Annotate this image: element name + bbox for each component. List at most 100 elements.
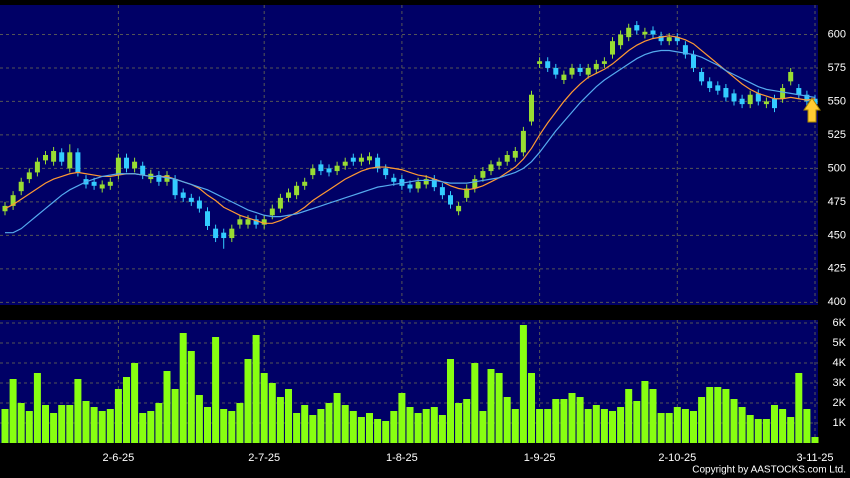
volume-bar bbox=[795, 373, 803, 443]
candle-body bbox=[772, 98, 777, 109]
volume-bar bbox=[98, 411, 106, 443]
candle-body bbox=[439, 187, 445, 196]
candle-body bbox=[496, 161, 502, 166]
x-tick-label: 1-9-25 bbox=[524, 452, 556, 464]
candle-body bbox=[180, 192, 186, 198]
candle-body bbox=[140, 165, 146, 176]
candle-body bbox=[763, 101, 769, 105]
volume-bar bbox=[341, 405, 349, 443]
candle-body bbox=[537, 61, 543, 64]
volume-bar bbox=[714, 387, 722, 443]
candle-body bbox=[520, 130, 526, 153]
labels: 400 425 450 475 500 525 550 575 600 1K 2K 3K 4K 5K 6K 2… bbox=[103, 28, 847, 464]
volume-bar bbox=[252, 335, 260, 443]
volume-bar bbox=[633, 401, 641, 443]
volume-bar bbox=[244, 359, 252, 443]
volume-bar bbox=[754, 419, 762, 443]
candle-body bbox=[577, 67, 583, 72]
volume-bar bbox=[641, 381, 649, 443]
volume-bar bbox=[163, 371, 171, 443]
volume-bar bbox=[106, 409, 114, 443]
volume-bar bbox=[406, 407, 414, 443]
candle-body bbox=[172, 179, 178, 196]
candle-body bbox=[107, 181, 113, 186]
candle-body bbox=[788, 71, 794, 82]
candle-body bbox=[67, 152, 73, 169]
volume-bar bbox=[187, 351, 195, 443]
candle-body bbox=[626, 27, 632, 38]
candle-body bbox=[318, 164, 324, 172]
candle-body bbox=[245, 219, 251, 225]
volume-bar bbox=[779, 409, 787, 443]
volume-bar bbox=[171, 389, 179, 443]
volume-bar bbox=[617, 407, 625, 443]
candle-body bbox=[350, 157, 356, 162]
volume-bar bbox=[746, 415, 754, 443]
volume-bar bbox=[738, 407, 746, 443]
candle-body bbox=[415, 181, 421, 189]
candle-body bbox=[658, 35, 664, 42]
volume-bar bbox=[438, 415, 446, 443]
volume-bar bbox=[357, 417, 365, 443]
candle-body bbox=[286, 192, 291, 198]
candle-body bbox=[302, 181, 308, 186]
candle-body bbox=[213, 228, 219, 239]
volume-bar bbox=[268, 383, 276, 443]
volume-bar bbox=[139, 413, 147, 443]
volume-bar bbox=[592, 405, 600, 443]
volume-bar bbox=[50, 413, 58, 443]
candle-body bbox=[26, 172, 32, 180]
volume-bar bbox=[293, 413, 301, 443]
volume-bar bbox=[123, 377, 130, 443]
volume-bar bbox=[220, 409, 228, 443]
volume-bar bbox=[771, 405, 778, 443]
candle-body bbox=[407, 184, 413, 189]
candle-body bbox=[812, 98, 818, 105]
price-panel bbox=[0, 5, 818, 305]
volume-bar bbox=[309, 415, 317, 443]
volume-bar bbox=[414, 413, 422, 443]
candle-body bbox=[804, 94, 810, 102]
candle-body bbox=[18, 181, 24, 192]
candle-body bbox=[358, 157, 364, 162]
volume-bar bbox=[366, 413, 373, 443]
volume-bar bbox=[390, 411, 398, 443]
volume-bar bbox=[195, 395, 203, 443]
candle-body bbox=[699, 71, 705, 82]
volume-bar bbox=[787, 417, 795, 443]
candle-body bbox=[383, 168, 389, 176]
y-tick-label: 475 bbox=[828, 196, 846, 208]
volume-bar bbox=[762, 419, 770, 443]
volume-bar bbox=[317, 409, 325, 443]
candle-body bbox=[618, 34, 624, 46]
volume-bar bbox=[609, 411, 616, 443]
candle-body bbox=[545, 61, 551, 68]
volume-bar bbox=[528, 373, 535, 443]
y-tick-label: 550 bbox=[828, 95, 846, 107]
volume-tick-label: 6K bbox=[833, 317, 847, 329]
y-tick-label: 525 bbox=[828, 129, 846, 141]
candle-body bbox=[456, 205, 462, 212]
volume-bar bbox=[803, 409, 811, 443]
volume-bar bbox=[455, 403, 463, 443]
x-tick-label: 1-8-25 bbox=[386, 452, 418, 464]
volume-tick-label: 5K bbox=[833, 337, 847, 349]
candle-body bbox=[666, 37, 672, 42]
volume-bar bbox=[374, 419, 382, 443]
candle-body bbox=[164, 175, 170, 182]
y-tick-label: 425 bbox=[828, 263, 846, 275]
candle-body bbox=[431, 179, 437, 188]
volume-bar bbox=[576, 397, 584, 443]
candle-body bbox=[682, 45, 688, 55]
candle-body bbox=[115, 157, 121, 176]
candle-body bbox=[310, 168, 316, 176]
candle-body bbox=[10, 195, 16, 206]
volume-bar bbox=[301, 405, 309, 443]
candle-body bbox=[221, 232, 227, 239]
candle-body bbox=[237, 219, 243, 225]
volume-bar bbox=[503, 397, 511, 443]
candle-body bbox=[480, 171, 486, 178]
volume-bar bbox=[625, 389, 633, 443]
candle-body bbox=[755, 93, 761, 102]
volume-bar bbox=[519, 325, 527, 443]
